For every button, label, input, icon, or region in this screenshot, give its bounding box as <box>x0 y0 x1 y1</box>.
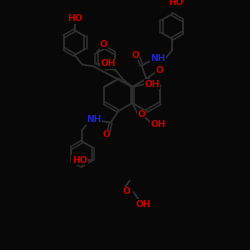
Text: OH: OH <box>100 59 116 68</box>
Text: HO: HO <box>72 156 87 164</box>
Text: NH: NH <box>86 115 101 124</box>
Text: O: O <box>137 110 145 119</box>
Text: HO: HO <box>67 14 82 23</box>
Text: OH: OH <box>145 80 160 88</box>
Text: HO: HO <box>168 0 184 7</box>
Text: O: O <box>102 130 110 140</box>
Text: OH: OH <box>150 120 166 130</box>
Text: O: O <box>122 188 130 196</box>
Text: OH: OH <box>136 200 151 209</box>
Text: O: O <box>156 66 164 75</box>
Text: O: O <box>131 50 139 59</box>
Text: NH: NH <box>150 54 166 63</box>
Text: O: O <box>100 40 107 49</box>
